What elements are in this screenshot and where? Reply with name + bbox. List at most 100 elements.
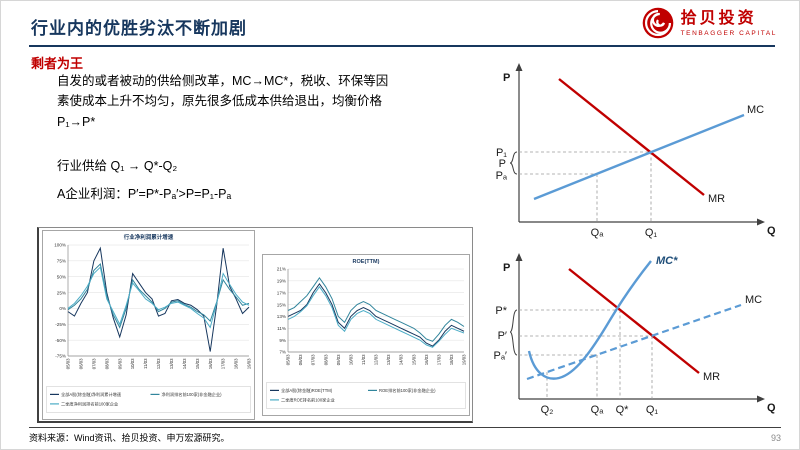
body-text-block: 自发的或者被动的供给侧改革，MC→MC*，税收、环保等因 素使成本上升不均匀，原… [57,71,487,204]
svg-text:11/03: 11/03 [143,358,148,369]
price-gap-brace [509,151,518,175]
p-prime-label: P′ [498,330,507,342]
svg-text:07/03: 07/03 [91,358,96,369]
q2-label: Q₂ [541,404,554,416]
mc-mr-diagram-before: P Q MC MR P₁ P Pₐ Qₐ Q₁ [496,63,776,239]
svg-text:7%: 7% [279,350,286,355]
q-axis-label: Q [767,225,776,237]
svg-text:05/03: 05/03 [286,354,291,365]
svg-text:二季度ROE排名前100家企业: 二季度ROE排名前100家企业 [281,397,335,404]
svg-text:全部A股(除金融)净利润累计增速: 全部A股(除金融)净利润累计增速 [61,391,122,398]
svg-text:13/03: 13/03 [169,358,174,369]
svg-text:11%: 11% [277,326,286,331]
svg-text:08/03: 08/03 [104,358,109,369]
price-gap-brace [509,309,518,356]
svg-text:75%: 75% [57,259,66,264]
q-star-label: Q* [616,404,630,416]
svg-text:13/03: 13/03 [386,354,391,365]
svg-text:09/03: 09/03 [117,358,122,369]
source-note: 资料来源：Wind资讯、拾贝投资、申万宏源研究。 [29,433,230,443]
mr-curve [558,78,705,196]
svg-text:08/03: 08/03 [323,354,328,365]
svg-text:25%: 25% [57,290,66,295]
p-label: P [499,158,506,170]
mc-star-curve [527,260,652,380]
page-title: 行业内的优胜劣汰不断加剧 [31,19,247,38]
svg-text:二季度净利润排名前100家企业: 二季度净利润排名前100家企业 [61,401,118,408]
svg-text:10/03: 10/03 [348,354,353,365]
svg-text:9%: 9% [279,338,286,343]
svg-text:16/03: 16/03 [424,354,429,365]
charts-panel: 行业净利润累计增速 100% 75% 50% 25% 0% -25% -50% -75% 05/0… [37,227,473,423]
footer: 资料来源：Wind资讯、拾贝投资、申万宏源研究。 93 [29,427,781,444]
svg-text:ROE排名前100家(非金融企业): ROE排名前100家(非金融企业) [379,387,436,394]
mr-curve [568,268,700,374]
company-logo: 拾贝投资 TENBAGGER CAPITAL [641,6,777,40]
svg-text:05/03: 05/03 [66,358,71,369]
mr-label: MR [708,193,725,205]
logo-text-cn: 拾贝投资 [680,10,757,28]
svg-text:12/03: 12/03 [374,354,379,365]
qa-label: Qₐ [591,404,605,416]
q1-label: Q₁ [646,404,659,416]
svg-text:15/03: 15/03 [195,358,200,369]
svg-text:15%: 15% [277,302,286,307]
svg-text:0%: 0% [59,306,66,311]
section-subtitle: 剩者为王 [31,56,84,71]
p1-label: P₁ [496,147,507,159]
logo-text-en: TENBAGGER CAPITAL [680,29,777,37]
svg-text:17%: 17% [277,290,286,295]
q1-label: Q₁ [645,227,658,239]
svg-text:06/03: 06/03 [298,354,303,365]
paragraph-line: P₁→P* [57,114,96,129]
svg-text:ROE(TTM): ROE(TTM) [353,259,380,265]
svg-text:50%: 50% [57,274,66,279]
mc-star-diagram-after: P Q MC* MC MR P* P′ Pₐ′ Q₂ Qₐ Q* Q₁ [494,253,776,416]
paragraph-line: 自发的或者被动的供给侧改革，MC→MC*，税收、环保等因 [57,74,389,88]
svg-text:行业净利润累计增速: 行业净利润累计增速 [123,233,174,241]
svg-text:17/03: 17/03 [221,358,226,369]
mc-star-label: MC* [656,255,678,267]
mc-label: MC [747,104,764,116]
industry-supply-line: 行业供给 Q₁ → Q*-Q₂ [57,158,178,173]
mc-old-dashed-curve [526,303,742,381]
svg-text:净利润排名前100家(非金融企业): 净利润排名前100家(非金融企业) [162,391,223,398]
svg-text:-25%: -25% [55,322,66,327]
p-axis-label: P [503,262,510,274]
svg-text:-50%: -50% [55,338,66,343]
svg-text:18/03: 18/03 [449,354,454,365]
svg-text:19%: 19% [277,279,286,284]
svg-text:100%: 100% [54,243,66,248]
svg-text:10/03: 10/03 [130,358,135,369]
svg-text:06/03: 06/03 [79,358,84,369]
firm-a-profit-line: A企业利润：P′=P*-Pₐ′>P=P₁-Pₐ [57,187,232,201]
svg-text:-75%: -75% [55,354,66,359]
mr-label: MR [703,371,720,383]
svg-text:16/03: 16/03 [208,358,213,369]
svg-text:19/03: 19/03 [462,354,467,365]
p-axis-label: P [503,72,510,84]
svg-text:14/03: 14/03 [182,358,187,369]
paragraph-line: 素使成本上升不均匀，原先很多低成本供给退出，均衡价格 [57,94,383,109]
svg-text:11/03: 11/03 [361,354,366,365]
roe-ttm-chart: ROE(TTM) 21% 19% 17% 15% 13% 11% 9% 7%05/03 06/03… [262,254,470,416]
svg-text:18/03: 18/03 [234,358,239,369]
svg-text:全部A股(除金融)ROE(TTM): 全部A股(除金融)ROE(TTM) [281,387,333,394]
qa-label: Qₐ [591,227,605,239]
svg-text:12/03: 12/03 [156,358,161,369]
title-underline [29,45,775,47]
svg-text:09/03: 09/03 [336,354,341,365]
logo-shell-icon [642,7,673,39]
page-number: 93 [770,433,781,443]
svg-text:07/03: 07/03 [311,354,316,365]
mc-label: MC [745,294,762,306]
svg-text:14/03: 14/03 [399,354,404,365]
mc-curve [533,113,745,201]
q-axis-label: Q [767,402,776,414]
pa-label: Pₐ [496,170,508,182]
svg-text:19/03: 19/03 [247,358,252,369]
pa-prime-label: Pₐ′ [494,350,508,362]
svg-text:13%: 13% [277,314,286,319]
svg-text:21%: 21% [277,267,286,272]
